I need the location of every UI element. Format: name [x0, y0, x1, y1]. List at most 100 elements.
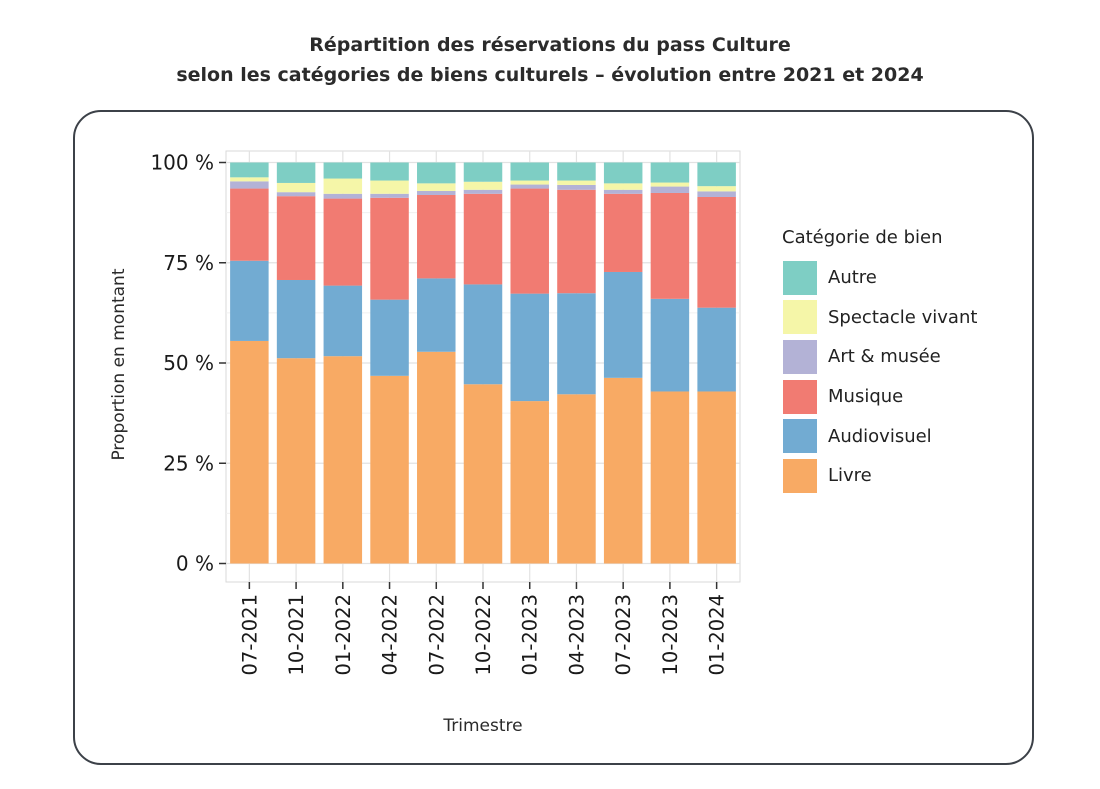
bar-segment-musique-07-2022 [417, 194, 456, 279]
x-tick-label: 01-2023 [519, 594, 542, 675]
bar-segment-spectacle-vivant-01-2023 [510, 180, 549, 185]
bar-segment-art-mus-e-10-2023 [650, 186, 690, 193]
x-tick-label: 01-2022 [332, 594, 355, 675]
legend-item-art-mus-e: Art & musée [782, 337, 977, 377]
bar-segment-audiovisuel-10-2023 [650, 298, 690, 392]
y-tick-label: 25 % [163, 451, 214, 475]
bar-segment-audiovisuel-01-2022 [323, 285, 363, 357]
bar-segment-autre-04-2023 [557, 162, 596, 181]
bar-segment-autre-07-2021 [230, 162, 269, 178]
bar-segment-audiovisuel-01-2024 [697, 307, 736, 392]
bar-segment-autre-07-2023 [603, 162, 643, 184]
bar-segment-art-mus-e-04-2022 [370, 193, 409, 198]
bar-segment-art-mus-e-01-2022 [323, 193, 363, 199]
legend-swatch-musique [782, 378, 818, 415]
bar-segment-audiovisuel-10-2021 [276, 279, 316, 359]
bar-segment-livre-04-2023 [557, 394, 596, 564]
x-tick-label: 10-2023 [659, 594, 682, 675]
bar-segment-spectacle-vivant-07-2023 [603, 183, 643, 190]
legend-item-spectacle-vivant: Spectacle vivant [782, 298, 977, 338]
bar-segment-musique-01-2022 [323, 198, 363, 286]
bar-segment-audiovisuel-10-2022 [463, 284, 503, 385]
bar-segment-spectacle-vivant-07-2021 [230, 177, 269, 182]
bar-segment-livre-07-2021 [230, 340, 269, 564]
legend-swatch-livre [782, 457, 818, 494]
legend-label-autre: Autre [828, 267, 877, 289]
bar-segment-art-mus-e-01-2024 [697, 191, 736, 197]
bar-segment-audiovisuel-01-2023 [510, 293, 549, 402]
legend-item-audiovisuel: Audiovisuel [782, 416, 977, 456]
bar-segment-livre-07-2023 [603, 377, 643, 564]
x-axis-title: Trimestre [442, 716, 522, 736]
y-axis-title: Proportion en montant [109, 268, 129, 460]
bar-segment-spectacle-vivant-04-2022 [370, 180, 409, 194]
legend-swatch-art-mus-e [782, 338, 818, 375]
chart-frame [73, 110, 1034, 765]
x-tick-label: 10-2021 [285, 594, 308, 675]
bar-segment-spectacle-vivant-01-2022 [323, 178, 363, 194]
bar-segment-autre-10-2021 [276, 162, 316, 183]
x-tick-label: 07-2021 [238, 594, 261, 675]
bar-segment-art-mus-e-01-2023 [510, 184, 549, 189]
chart-title-line-2: selon les catégories de biens culturels … [176, 64, 924, 86]
bar-segment-musique-10-2023 [650, 192, 690, 299]
bar-segment-musique-01-2023 [510, 188, 549, 294]
bar-segment-audiovisuel-04-2022 [370, 299, 409, 376]
bar-segment-autre-07-2022 [417, 162, 456, 184]
y-tick-label: 50 % [163, 351, 214, 375]
legend-item-musique: Musique [782, 377, 977, 417]
bar-segment-livre-10-2023 [650, 391, 690, 564]
bar-segment-livre-10-2021 [276, 358, 316, 564]
bar-segment-spectacle-vivant-10-2022 [463, 181, 503, 190]
legend-label-art-mus-e: Art & musée [828, 346, 941, 368]
legend-title: Catégorie de bien [782, 227, 943, 248]
bar-segment-autre-10-2023 [650, 162, 690, 183]
bar-segment-audiovisuel-07-2021 [230, 260, 269, 341]
bar-segment-art-mus-e-07-2021 [230, 181, 269, 189]
bar-segment-musique-10-2021 [276, 196, 316, 280]
x-tick-label: 04-2022 [379, 594, 402, 675]
legend: Catégorie de bien Autre Spectacle vivant A… [782, 227, 977, 496]
legend-label-musique: Musique [828, 386, 904, 408]
bar-segment-audiovisuel-07-2022 [417, 278, 456, 352]
bar-segment-musique-01-2024 [697, 196, 736, 308]
legend-label-spectacle-vivant: Spectacle vivant [828, 306, 978, 328]
legend-item-autre: Autre [782, 258, 977, 298]
chart-title: Répartition des réservations du pass Cul… [0, 30, 1100, 90]
bar-segment-livre-07-2022 [417, 351, 456, 564]
bar-segment-art-mus-e-10-2022 [463, 189, 503, 194]
y-tick-label: 75 % [163, 251, 214, 275]
bar-segment-spectacle-vivant-10-2021 [276, 182, 316, 193]
bar-segment-musique-10-2022 [463, 193, 503, 285]
y-tick-label: 0 % [176, 552, 214, 576]
y-tick-label: 100 % [150, 151, 214, 175]
bar-segment-audiovisuel-07-2023 [603, 271, 643, 378]
bar-segment-livre-01-2022 [323, 356, 363, 564]
bar-segment-autre-04-2022 [370, 162, 409, 181]
x-tick-label: 04-2023 [565, 594, 588, 675]
bar-segment-musique-04-2022 [370, 197, 409, 300]
legend-swatch-audiovisuel [782, 418, 818, 455]
x-tick-label: 07-2022 [425, 594, 448, 675]
bar-segment-livre-10-2022 [463, 384, 503, 564]
x-tick-label: 10-2022 [472, 594, 495, 675]
legend-swatch-spectacle-vivant [782, 299, 818, 336]
bar-segment-spectacle-vivant-10-2023 [650, 182, 690, 187]
legend-label-audiovisuel: Audiovisuel [828, 425, 932, 447]
bar-segment-autre-01-2023 [510, 162, 549, 181]
bar-segment-art-mus-e-07-2023 [603, 189, 643, 194]
bar-segment-art-mus-e-10-2021 [276, 192, 316, 197]
bar-segment-livre-01-2023 [510, 401, 549, 564]
x-tick-label: 01-2024 [706, 594, 729, 675]
bar-segment-livre-01-2024 [697, 391, 736, 564]
legend-item-livre: Livre [782, 456, 977, 496]
bar-segment-musique-07-2023 [603, 193, 643, 272]
legend-items: Autre Spectacle vivant Art & musée Musique A… [782, 258, 977, 496]
legend-label-livre: Livre [828, 465, 872, 487]
chart-title-line-1: Répartition des réservations du pass Cul… [309, 34, 791, 56]
bar-segment-livre-04-2022 [370, 375, 409, 564]
bar-segment-spectacle-vivant-04-2023 [557, 180, 596, 185]
bar-segment-autre-10-2022 [463, 162, 503, 182]
bar-segment-spectacle-vivant-07-2022 [417, 183, 456, 191]
